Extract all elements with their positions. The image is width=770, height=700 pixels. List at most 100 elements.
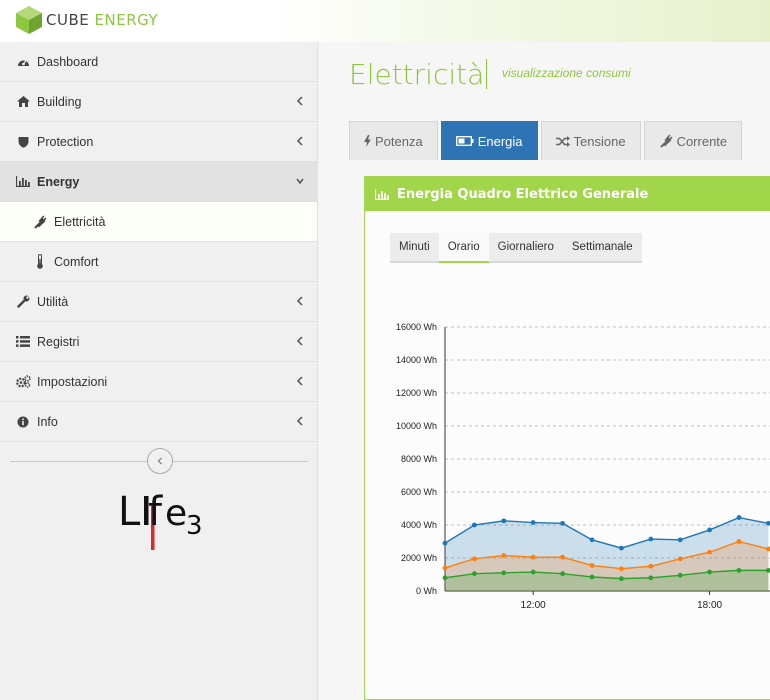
- series-point-2: [530, 569, 536, 575]
- y-tick-label: 4000 Wh: [401, 520, 437, 530]
- title-separator: [486, 59, 487, 89]
- sidebar-item-registri[interactable]: Registri: [0, 322, 317, 362]
- plug-icon: [32, 214, 48, 229]
- sidebar-item-label: Protection: [37, 134, 94, 149]
- series-point-1: [530, 554, 536, 560]
- sidebar-item-impostazioni[interactable]: Impostazioni: [0, 362, 317, 402]
- series-point-1: [442, 565, 448, 571]
- series-point-0: [736, 515, 742, 520]
- panel-title: Energia Quadro Elettrico Generale: [397, 186, 649, 202]
- series-point-1: [472, 556, 477, 562]
- series-point-1: [648, 563, 654, 569]
- sidebar-item-elettricita[interactable]: Elettricità: [0, 202, 317, 242]
- series-point-1: [619, 566, 624, 572]
- bar-chart-icon: [15, 175, 31, 189]
- sidebar-item-utilita[interactable]: Utilità: [0, 282, 317, 322]
- measure-tabs: Potenza Energia Tensione Corrente: [349, 121, 745, 160]
- chevron-left-icon: [296, 336, 303, 346]
- tab-label: Potenza: [375, 133, 423, 149]
- series-point-0: [619, 545, 624, 551]
- series-point-2: [501, 570, 507, 576]
- chevron-left-icon: [296, 376, 303, 386]
- panel-header: Energia Quadro Elettrico Generale: [365, 177, 770, 211]
- sidebar-item-label: Info: [37, 414, 58, 429]
- svg-text:f: f: [148, 489, 163, 535]
- subtab-giornaliero[interactable]: Giornaliero: [488, 233, 563, 263]
- chevron-left-icon: [296, 416, 303, 426]
- energy-panel: Energia Quadro Elettrico Generale Minuti…: [364, 176, 770, 700]
- sidebar-item-comfort[interactable]: Comfort: [0, 242, 317, 282]
- sidebar-item-dashboard[interactable]: Dashboard: [0, 42, 317, 82]
- sidebar-item-label: Utilità: [37, 294, 69, 309]
- plug-icon: [659, 134, 673, 148]
- y-tick-label: 6000 Wh: [401, 487, 437, 497]
- sidebar-item-label: Energy: [37, 174, 80, 189]
- series-area-2: [445, 570, 769, 591]
- brand-name-part2: ENERGY: [94, 11, 159, 29]
- tab-corrente[interactable]: Corrente: [643, 121, 743, 160]
- sidebar-item-protection[interactable]: Protection: [0, 122, 317, 162]
- list-icon: [15, 335, 31, 349]
- bar-chart-icon: [375, 188, 389, 200]
- tab-label: Energia: [477, 133, 523, 149]
- y-tick-label: 12000 Wh: [396, 388, 437, 398]
- y-tick-label: 0 Wh: [416, 586, 437, 596]
- y-tick-label: 10000 Wh: [396, 421, 437, 431]
- sidebar-item-info[interactable]: Info: [0, 402, 317, 442]
- series-point-2: [648, 575, 654, 581]
- y-tick-label: 2000 Wh: [401, 553, 437, 563]
- y-tick-label: 16000 Wh: [396, 322, 437, 332]
- subtab-settimanale[interactable]: Settimanale: [562, 233, 642, 263]
- series-point-2: [677, 572, 683, 578]
- series-point-0: [472, 522, 477, 528]
- series-point-2: [589, 574, 595, 580]
- series-point-0: [766, 520, 770, 526]
- period-tabs: Minuti Orario Giornaliero Settimanale: [390, 233, 642, 263]
- thermometer-icon: [32, 254, 48, 269]
- series-point-1: [501, 553, 507, 558]
- series-point-1: [677, 556, 683, 562]
- life3-logo: L f e 3: [118, 489, 203, 550]
- series-point-0: [589, 537, 595, 543]
- tab-energia[interactable]: Energia: [440, 121, 538, 160]
- series-point-1: [736, 539, 742, 544]
- subtab-minuti[interactable]: Minuti: [390, 233, 439, 263]
- svg-text:e: e: [165, 493, 187, 534]
- chevron-left-icon: [296, 296, 303, 306]
- series-point-2: [766, 567, 770, 573]
- page-title: Elettricità: [349, 58, 485, 91]
- main-content: Elettricità visualizzazione consumi Pote…: [319, 42, 770, 700]
- series-point-2: [472, 571, 477, 577]
- series-point-0: [501, 518, 507, 524]
- chevron-left-icon: [157, 457, 162, 465]
- sidebar-collapse-button[interactable]: [147, 448, 173, 474]
- subtab-orario[interactable]: Orario: [438, 233, 489, 263]
- tab-potenza[interactable]: Potenza: [349, 121, 438, 160]
- wrench-icon: [15, 295, 31, 309]
- tab-label: Tensione: [573, 133, 626, 149]
- y-tick-label: 14000 Wh: [396, 355, 437, 365]
- tab-tensione[interactable]: Tensione: [540, 121, 641, 160]
- bolt-icon: [364, 135, 371, 147]
- series-line-2: [444, 569, 769, 580]
- brand-logo[interactable]: CUBE ENERGY: [15, 5, 158, 35]
- series-point-2: [560, 571, 565, 577]
- series-line-0: [444, 516, 769, 549]
- sidebar-item-label: Elettricità: [54, 214, 106, 229]
- series-point-0: [560, 520, 565, 526]
- sidebar-item-label: Comfort: [54, 254, 99, 269]
- series-line-1: [444, 540, 769, 570]
- page-subtitle: visualizzazione consumi: [502, 66, 631, 80]
- dashboard-icon: [15, 55, 31, 69]
- energy-chart[interactable]: 0 Wh 2000 Wh 4000 Wh 6000 Wh 8000 Wh 10000 Wh…: [365, 277, 770, 637]
- series-point-2: [707, 569, 712, 575]
- shuffle-icon: [555, 135, 570, 147]
- home-icon: [15, 95, 31, 109]
- series-point-2: [442, 575, 448, 581]
- series-point-0: [530, 520, 536, 525]
- series-point-1: [766, 546, 770, 552]
- series-point-0: [677, 537, 683, 543]
- sidebar-item-energy[interactable]: Energy: [0, 162, 317, 202]
- sidebar-item-building[interactable]: Building: [0, 82, 317, 122]
- brand-name: CUBE ENERGY: [46, 11, 158, 29]
